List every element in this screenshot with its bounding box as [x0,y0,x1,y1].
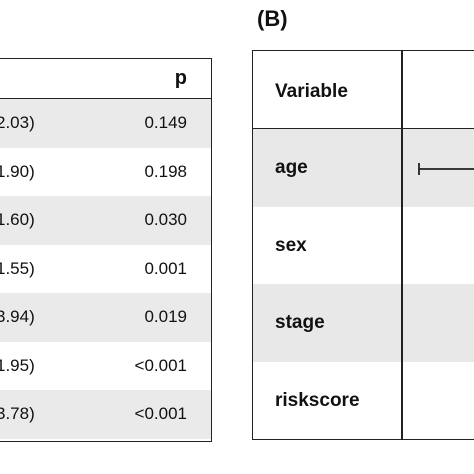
variable-column-header: Variable [275,81,348,102]
variable-row: sex [253,207,474,285]
table-row: 1.90) 0.198 [0,148,211,197]
panel-a-header: p [0,59,211,99]
panel-a-rows: 2.03) 0.149 1.90) 0.198 1.60) 0.030 1.55… [0,99,211,439]
ci-cell: 1.95) [0,355,35,375]
forest-plot-area [418,163,474,175]
panel-b-header: Variable [253,51,474,129]
p-value-cell: 0.198 [144,161,187,181]
variable-name: stage [275,312,325,333]
variable-row: riskscore [253,362,474,440]
p-value-cell: 0.001 [144,258,187,278]
panel-a-table: p 2.03) 0.149 1.90) 0.198 1.60) 0.030 1.… [0,58,212,442]
panel-b-rows: age sex stage riskscore [253,129,474,439]
p-value-cell: <0.001 [134,404,187,423]
ci-cell: 3.78) [0,404,35,423]
panel-b-forest-plot: Variable age sex stage riskscore [252,50,474,440]
ci-cell: 2.03) [0,113,35,132]
variable-name: sex [275,234,307,256]
panel-b-label: (B) [257,6,288,31]
table-row: 3.94) 0.019 [0,293,211,342]
table-row: 3.78) <0.001 [0,390,211,439]
p-value-cell: <0.001 [134,355,187,375]
ci-cell: 1.55) [0,258,35,278]
variable-row: stage [253,284,474,362]
variable-name: riskscore [275,389,360,411]
p-column-header: p [174,67,187,89]
table-row: 1.60) 0.030 [0,196,211,245]
ci-cell: 1.60) [0,210,35,229]
table-row: 2.03) 0.149 [0,99,211,148]
table-row: 1.95) <0.001 [0,342,211,391]
ci-cell: 1.90) [0,161,35,181]
p-value-cell: 0.030 [144,210,187,229]
column-divider [401,51,403,439]
age-ci-whisker [418,163,474,175]
p-value-cell: 0.019 [144,307,187,326]
variable-name: age [275,157,308,178]
p-value-cell: 0.149 [144,113,187,132]
table-row: 1.55) 0.001 [0,245,211,294]
ci-cell: 3.94) [0,307,35,326]
variable-row: age [253,129,474,207]
